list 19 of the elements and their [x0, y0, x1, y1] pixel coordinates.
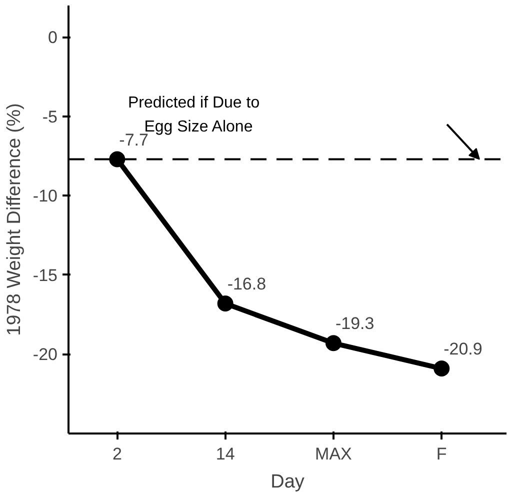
x-tick-label: 2 — [112, 444, 122, 464]
data-label: -20.9 — [444, 340, 482, 359]
point — [109, 151, 126, 168]
y-tick-label: -10 — [32, 186, 58, 206]
y-tick-label: 0 — [48, 28, 58, 48]
data-label: -16.8 — [227, 274, 266, 294]
x-tick-label: F — [436, 444, 447, 464]
y-tick-label: -5 — [42, 107, 58, 126]
y-tick-label: -20 — [32, 345, 58, 364]
x-tick-label: MAX — [315, 444, 352, 464]
y-axis-title: 1978 Weight Difference (%) — [4, 103, 25, 336]
data-label: -19.3 — [335, 314, 374, 334]
point — [434, 360, 450, 376]
x-axis-title: Day — [270, 472, 305, 492]
point — [325, 335, 342, 352]
x-tick-label: 14 — [216, 444, 235, 464]
point — [217, 296, 234, 312]
y-tick-label: -15 — [32, 266, 58, 285]
data-label: -7.7 — [119, 130, 148, 150]
